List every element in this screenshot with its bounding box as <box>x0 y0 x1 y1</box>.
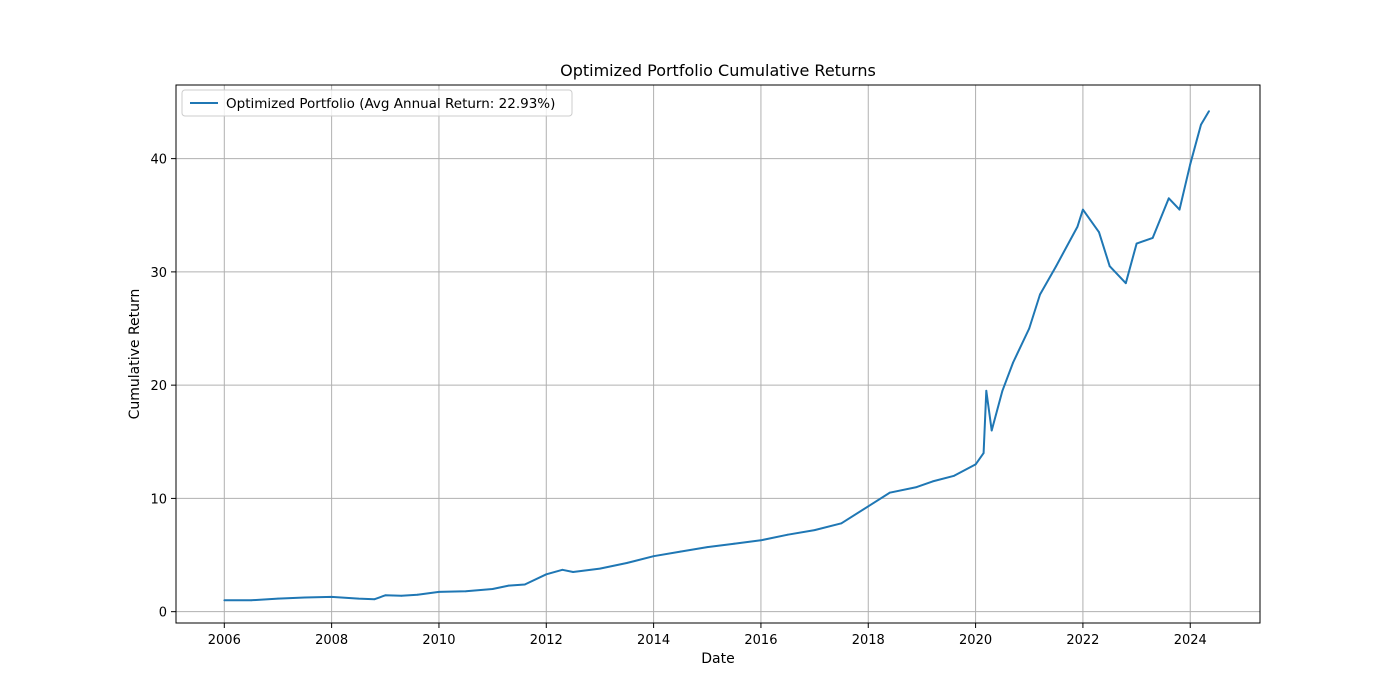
data-point <box>1151 237 1154 239</box>
data-point <box>507 584 510 587</box>
data-point <box>760 539 762 542</box>
data-point <box>733 542 735 545</box>
x-tick-label: 2024 <box>1174 633 1207 648</box>
data-point <box>1167 197 1170 200</box>
data-point <box>786 533 789 536</box>
data-point <box>706 546 709 548</box>
data-point <box>679 550 682 553</box>
data-point <box>599 567 601 570</box>
data-point <box>523 583 526 586</box>
data-point <box>1178 208 1181 211</box>
plot-frame <box>175 84 1261 624</box>
legend-box <box>181 89 573 117</box>
data-point <box>1055 265 1057 268</box>
data-point <box>1001 389 1004 392</box>
data-point <box>915 486 918 488</box>
data-point <box>990 429 993 432</box>
data-point <box>384 594 387 597</box>
data-point <box>250 599 253 602</box>
data-point <box>1082 208 1084 211</box>
series-layer <box>223 110 1210 602</box>
data-point <box>303 596 306 599</box>
y-axis-label: Cumulative Return <box>127 289 143 420</box>
data-point <box>416 593 419 596</box>
x-tick-label: 2020 <box>959 633 992 648</box>
data-point <box>1124 282 1127 285</box>
legend: Optimized Portfolio (Avg Annual Return: … <box>181 89 573 117</box>
x-tick-label: 2010 <box>422 633 455 648</box>
data-point <box>572 571 574 573</box>
data-point <box>974 463 977 466</box>
x-tick-label: 2006 <box>208 633 241 648</box>
x-axis-label: Date <box>701 651 734 667</box>
data-point <box>652 555 655 558</box>
x-tick-label: 2022 <box>1066 633 1099 648</box>
y-tick-label: 20 <box>150 379 167 394</box>
data-point <box>1039 293 1041 296</box>
data-point <box>1189 163 1192 166</box>
data-point <box>330 596 333 598</box>
legend-entry-label: Optimized Portfolio (Avg Annual Return: … <box>226 96 555 112</box>
y-axis: 0 10 20 30 40 <box>150 153 176 621</box>
x-tick-label: 2018 <box>852 633 885 648</box>
data-point <box>840 522 843 525</box>
data-point <box>1012 361 1014 364</box>
y-tick-label: 0 <box>159 606 167 621</box>
x-tick-label: 2014 <box>637 633 670 648</box>
data-point <box>357 597 360 600</box>
data-point <box>1098 231 1100 234</box>
data-point <box>277 597 279 600</box>
data-point <box>1076 225 1079 228</box>
data-point <box>464 590 467 593</box>
x-tick-label: 2016 <box>744 633 777 648</box>
data-point <box>1028 327 1031 330</box>
data-point <box>400 594 403 597</box>
data-point <box>373 598 376 601</box>
data-point <box>545 573 548 576</box>
data-point <box>985 389 988 392</box>
data-point <box>953 474 955 477</box>
x-tick-label: 2008 <box>315 633 348 648</box>
y-tick-label: 30 <box>150 266 167 281</box>
data-point <box>1208 110 1210 112</box>
data-point <box>813 529 816 531</box>
data-point <box>867 505 870 508</box>
data-point <box>1200 123 1202 126</box>
y-tick-label: 40 <box>150 153 167 168</box>
data-point <box>625 562 628 564</box>
data-point <box>1135 242 1138 245</box>
data-point <box>561 568 564 571</box>
data-point <box>223 599 226 602</box>
data-point <box>438 591 440 593</box>
data-point <box>888 491 891 494</box>
x-tick-label: 2012 <box>530 633 563 648</box>
chart-title: Optimized Portfolio Cumulative Returns <box>560 61 876 80</box>
x-axis: 2006 2008 2010 2012 2014 2016 2018 2020 2022 2024 <box>208 623 1207 648</box>
grid <box>176 85 1260 623</box>
data-point <box>982 452 985 454</box>
series-line-0 <box>224 110 1210 602</box>
data-point <box>931 480 934 483</box>
data-point <box>491 588 494 590</box>
data-point <box>1108 265 1111 268</box>
y-tick-label: 10 <box>150 492 167 507</box>
